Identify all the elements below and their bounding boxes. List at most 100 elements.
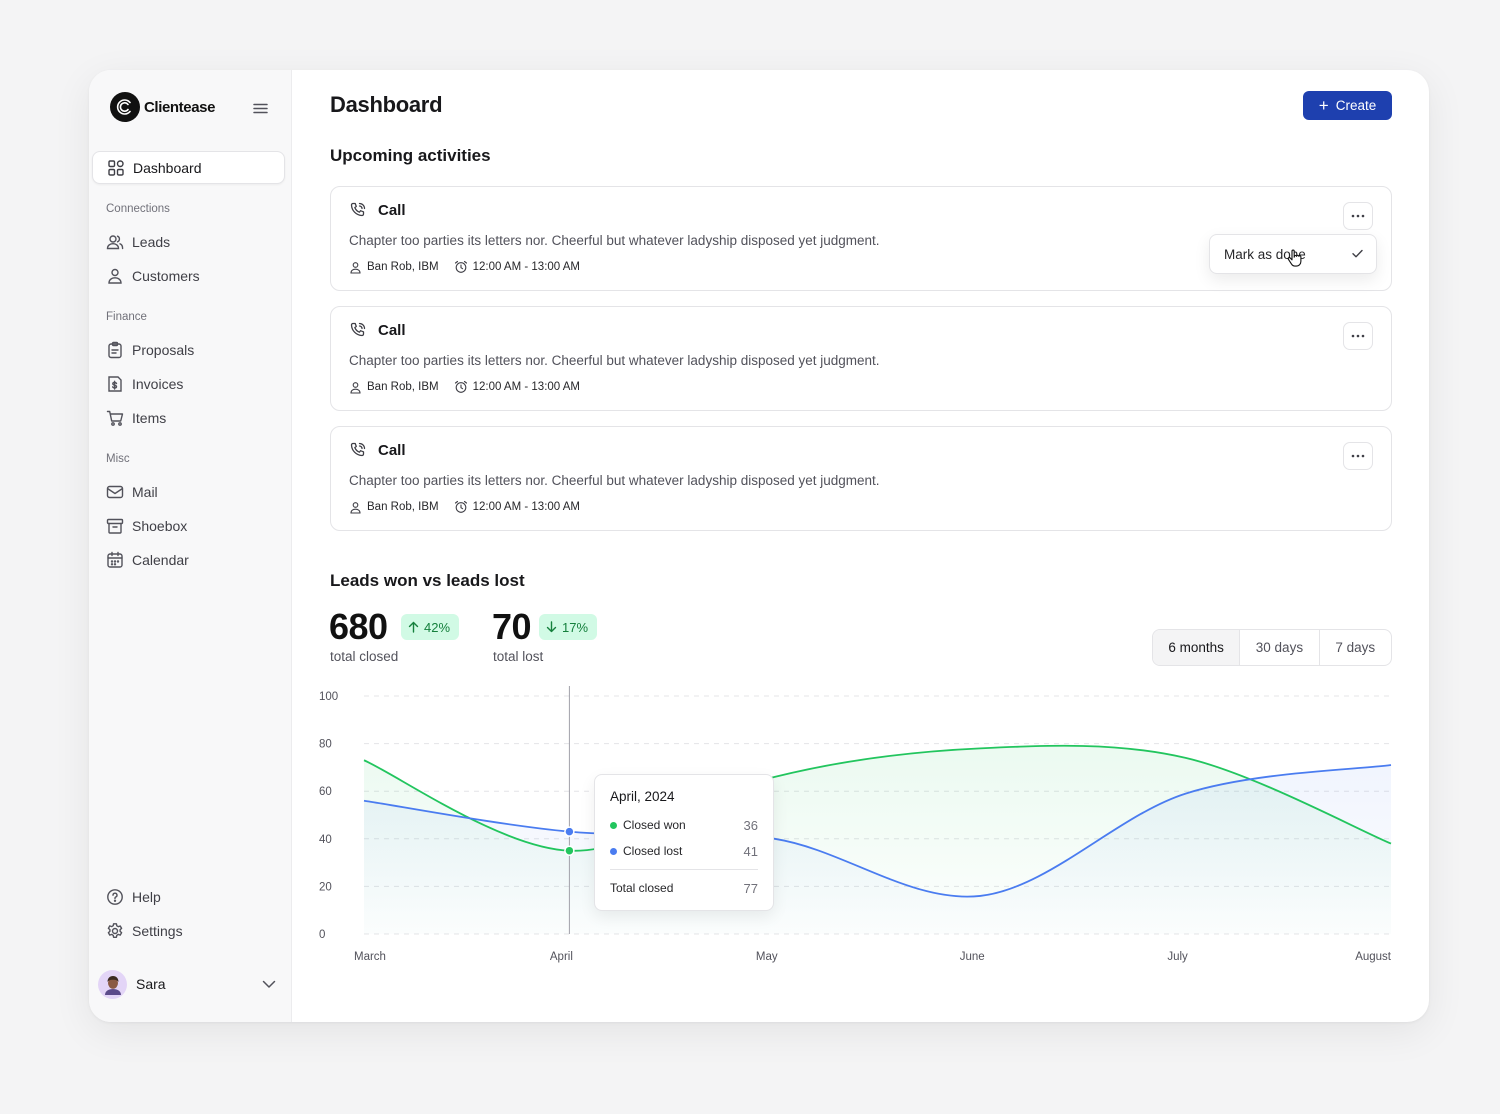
sidebar-item-proposals[interactable]: Proposals	[92, 333, 285, 366]
hamburger-menu-icon[interactable]	[252, 100, 269, 117]
tooltip-won-value: 36	[743, 817, 758, 833]
range-tab-7-days[interactable]: 7 days	[1335, 640, 1376, 655]
y-tick-label: 0	[319, 929, 325, 941]
sidebar-item-calendar[interactable]: Calendar	[92, 543, 285, 576]
ellipsis-icon	[1351, 214, 1365, 218]
sidebar-item-label: Mail	[132, 483, 158, 500]
total-closed-value: 680	[329, 606, 388, 647]
sidebar-item-label: Settings	[132, 922, 183, 939]
lost-change-value: 17%	[562, 619, 589, 635]
sidebar-item-customers[interactable]: Customers	[92, 259, 285, 292]
menu-item-label: Mark as done	[1224, 246, 1306, 262]
user-icon	[350, 501, 361, 514]
sidebar-item-label: Customers	[132, 267, 200, 284]
nav-section-misc: Misc	[106, 453, 130, 465]
user-icon	[350, 381, 361, 394]
alarm-clock-icon	[454, 500, 467, 513]
alarm-clock-icon	[454, 380, 467, 393]
app-window: Clientease Dashboard Connections Leads C…	[89, 70, 1429, 1022]
activity-card: Call Chapter too parties its letters nor…	[330, 426, 1392, 531]
activity-person: Ban Rob, IBM	[367, 261, 439, 273]
activity-type: Call	[378, 321, 406, 339]
phone-call-icon	[350, 442, 366, 457]
activity-time: 12:00 AM - 13:00 AM	[472, 501, 580, 513]
alarm-clock-icon	[454, 260, 467, 273]
activity-person: Ban Rob, IBM	[367, 381, 439, 393]
y-tick-label: 100	[319, 691, 338, 703]
tooltip-row-won: Closed won 36	[610, 817, 758, 833]
create-button[interactable]: + Create	[1303, 91, 1392, 120]
activity-card: Call Chapter too parties its letters nor…	[330, 306, 1392, 411]
sidebar-item-settings[interactable]: Settings	[92, 914, 285, 947]
mail-icon	[106, 485, 124, 498]
more-options-button[interactable]	[1343, 202, 1373, 230]
nav-section-finance: Finance	[106, 311, 147, 323]
activity-options-menu: Mark as done	[1209, 234, 1377, 274]
sidebar-item-label: Calendar	[132, 551, 189, 568]
arrow-down-icon	[546, 621, 557, 633]
user-menu[interactable]: Sara	[98, 969, 278, 999]
sidebar-item-shoebox[interactable]: Shoebox	[92, 509, 285, 542]
invoice-icon	[108, 375, 122, 392]
phone-call-icon	[350, 202, 366, 217]
user-icon	[108, 268, 122, 284]
clientease-logo-icon	[110, 92, 140, 122]
tooltip-lost-label: Closed lost	[623, 844, 683, 858]
sidebar-item-label: Dashboard	[133, 159, 202, 176]
closed-change-badge: 42%	[401, 614, 460, 640]
calendar-icon	[107, 551, 123, 568]
y-tick-label: 80	[319, 739, 332, 751]
y-tick-label: 60	[319, 786, 332, 798]
time-range-selector: 6 months 30 days 7 days	[1152, 629, 1392, 666]
hand-pointer-cursor-icon	[1287, 249, 1302, 267]
sidebar-item-label: Items	[132, 409, 167, 426]
arrow-up-icon	[408, 621, 419, 633]
nav-section-connections: Connections	[106, 203, 170, 215]
x-tick-label: August	[1355, 951, 1392, 963]
activity-description: Chapter too parties its letters nor. Che…	[349, 233, 880, 248]
help-circle-icon	[107, 888, 123, 905]
activity-time: 12:00 AM - 13:00 AM	[472, 261, 580, 273]
tooltip-row-lost: Closed lost 41	[610, 844, 758, 859]
avatar	[98, 969, 127, 999]
ellipsis-icon	[1351, 334, 1365, 338]
leads-line-chart[interactable]: 0 20 40 60 80 100 March April May June July August	[319, 680, 1399, 970]
tooltip-total-value: 77	[743, 880, 758, 896]
sidebar-item-label: Leads	[132, 233, 171, 250]
tooltip-total-label: Total closed	[610, 881, 674, 895]
activity-type: Call	[378, 441, 406, 459]
closed-change-value: 42%	[424, 619, 451, 635]
cart-icon	[106, 410, 124, 426]
activity-time: 12:00 AM - 13:00 AM	[472, 381, 580, 393]
sidebar-item-label: Invoices	[132, 375, 184, 392]
app-logo[interactable]: Clientease	[110, 92, 215, 122]
x-tick-label: July	[1167, 951, 1188, 963]
checkmark-icon	[1352, 249, 1363, 258]
chevron-down-icon	[262, 980, 276, 988]
mark-as-done-menu-item[interactable]: Mark as done	[1214, 239, 1372, 269]
sidebar-item-mail[interactable]: Mail	[92, 475, 285, 508]
x-tick-label: March	[354, 951, 386, 963]
sidebar-item-leads[interactable]: Leads	[92, 225, 285, 258]
tooltip-divider	[610, 869, 758, 870]
activity-person: Ban Rob, IBM	[367, 501, 439, 513]
data-point-marker	[564, 845, 575, 856]
sidebar-item-dashboard[interactable]: Dashboard	[92, 151, 285, 184]
more-options-button[interactable]	[1343, 322, 1373, 350]
activity-description: Chapter too parties its letters nor. Che…	[349, 473, 880, 488]
total-lost-value: 70	[492, 606, 532, 647]
sidebar-item-help[interactable]: Help	[92, 880, 285, 913]
range-tab-6-months[interactable]: 6 months	[1153, 630, 1241, 665]
sidebar-item-items[interactable]: Items	[92, 401, 285, 434]
users-icon	[106, 234, 124, 249]
x-tick-label: April	[550, 951, 573, 963]
y-tick-label: 40	[319, 834, 332, 846]
leads-section-title: Leads won vs leads lost	[330, 571, 525, 590]
x-tick-label: June	[960, 951, 985, 963]
more-options-button[interactable]	[1343, 442, 1373, 470]
tooltip-won-label: Closed won	[623, 818, 686, 832]
sidebar-item-invoices[interactable]: Invoices	[92, 367, 285, 400]
range-tab-30-days[interactable]: 30 days	[1240, 630, 1320, 665]
chart-tooltip: April, 2024 Closed won 36 Closed lost 41…	[594, 774, 774, 911]
lost-change-badge: 17%	[539, 614, 598, 640]
